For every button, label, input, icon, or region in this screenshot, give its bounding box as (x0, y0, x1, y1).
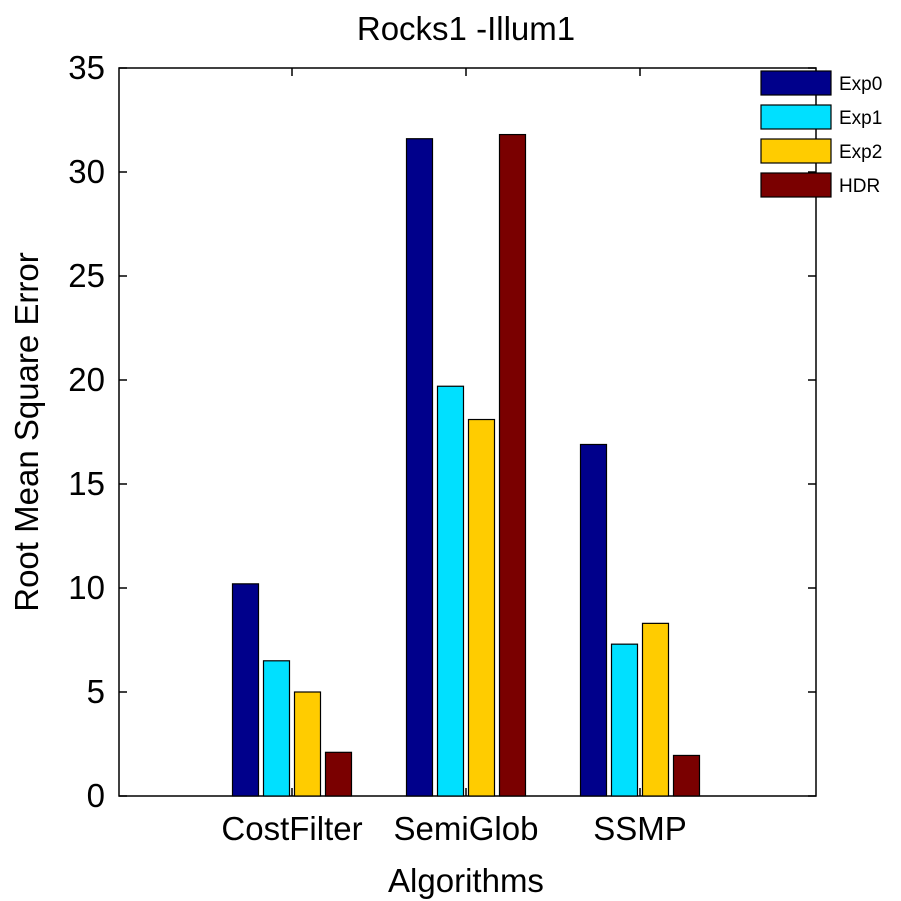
bar-hdr-costfilter (324, 751, 353, 797)
bar-exp0-semiglob (405, 138, 434, 797)
x-axis-ticks: CostFilter SemiGlob SSMP (221, 68, 687, 847)
plot-area (118, 67, 817, 797)
bar-exp1-semiglob (436, 385, 465, 797)
bar-hdr-ssmp (672, 754, 701, 797)
bar-exp0-ssmp (579, 443, 608, 797)
x-axis-label: Algorithms (388, 862, 544, 899)
bar-exp2-ssmp (641, 622, 670, 797)
legend-label-hdr: HDR (839, 176, 880, 197)
y-tick-label: 5 (87, 673, 105, 710)
plot-frame (118, 67, 817, 797)
chart-title: Rocks1 -Illum1 (357, 10, 575, 47)
bar-exp0-costfilter (231, 583, 260, 797)
x-tick-label: CostFilter (221, 810, 362, 847)
y-tick-label: 20 (68, 361, 105, 398)
bar-exp2-semiglob (467, 418, 496, 797)
y-tick-label: 30 (68, 153, 105, 190)
legend-label-exp1: Exp1 (839, 108, 882, 129)
y-tick-label: 35 (68, 49, 105, 86)
bar-exp1-costfilter (262, 660, 291, 797)
bars-group (231, 133, 701, 797)
y-tick-label: 10 (68, 569, 105, 606)
legend: Exp0 Exp1 Exp2 HDR (760, 70, 882, 198)
bar-exp2-costfilter (293, 691, 322, 797)
legend-label-exp2: Exp2 (839, 142, 882, 163)
y-tick-label: 25 (68, 257, 105, 294)
y-tick-label: 0 (87, 777, 105, 814)
legend-swatch-exp0 (760, 70, 832, 96)
x-tick-label: SSMP (593, 810, 687, 847)
x-tick-label: SemiGlob (394, 810, 539, 847)
bar-exp1-ssmp (610, 643, 639, 797)
y-axis-label: Root Mean Square Error (8, 252, 45, 612)
legend-label-exp0: Exp0 (839, 74, 882, 95)
bar-hdr-semiglob (498, 133, 527, 797)
y-axis-ticks: 0 5 10 15 20 25 30 35 (68, 49, 816, 814)
legend-swatch-hdr (760, 172, 832, 198)
legend-swatch-exp2 (760, 138, 832, 164)
legend-swatch-exp1 (760, 104, 832, 130)
y-tick-label: 15 (68, 465, 105, 502)
